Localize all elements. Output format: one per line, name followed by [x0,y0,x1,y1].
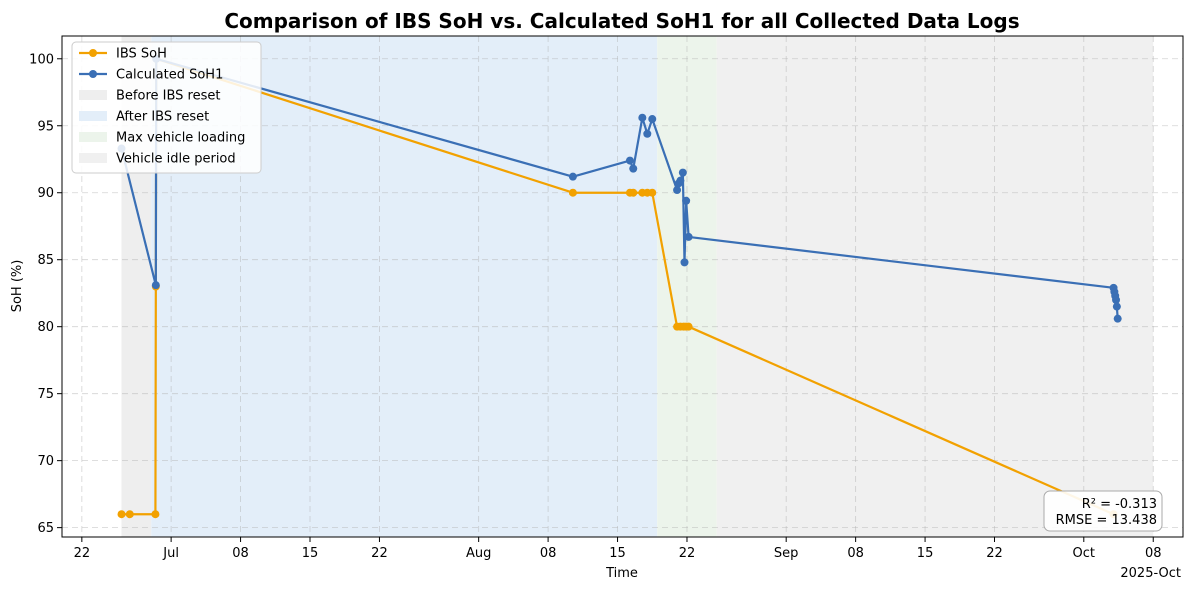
data-point [125,510,134,519]
data-point [568,172,577,181]
x-tick-label: 08 [847,546,864,561]
legend-label: Max vehicle loading [116,131,245,146]
region-3 [716,36,1154,537]
chart-title: Comparison of IBS SoH vs. Calculated SoH… [224,9,1019,33]
x-tick-label: 08 [1145,546,1162,561]
x-axis-ticks: 22 Jul 08 15 22 Aug 08 15 22 Sep 08 15 22 Oct 08 [74,537,1162,561]
x-offset-label: 2025-Oct [1120,566,1181,581]
data-point [684,322,693,331]
y-tick-label: 100 [29,52,54,67]
legend-swatch-2 [79,132,107,142]
stats-box: R² = -0.313 RMSE = 13.438 [1043,490,1163,532]
rmse-text: RMSE = 13.438 [1056,513,1157,528]
data-point [117,510,126,519]
legend-label: IBS SoH [116,47,167,62]
legend-swatch-1 [79,111,107,121]
stats-box-frame [1043,490,1163,532]
x-tick-label: 22 [679,546,696,561]
legend-label: Before IBS reset [116,89,220,104]
data-point [629,164,638,173]
data-point [568,188,577,197]
plot-frame [61,35,1184,538]
x-tick-label: 22 [74,546,91,561]
legend-swatch-3 [79,153,107,163]
data-point [151,510,160,519]
x-tick-label: 08 [540,546,557,561]
x-tick-label: Jul [162,546,179,561]
x-tick-label: Aug [466,546,491,561]
x-tick-label: 08 [232,546,249,561]
data-point [648,188,657,197]
x-tick-label: 22 [986,546,1003,561]
legend-label: Calculated SoH1 [116,68,223,83]
r-squared-text: R² = -0.313 [1082,497,1157,512]
x-tick-label: 15 [609,546,626,561]
legend-marker-1 [89,70,97,78]
data-point [1113,314,1122,323]
y-tick-label: 70 [37,454,54,469]
y-tick-label: 75 [37,387,54,402]
legend-label: Vehicle idle period [116,152,236,167]
grid-lines [62,36,1183,537]
y-axis-label: SoH (%) [10,260,25,313]
y-tick-label: 95 [37,119,54,134]
data-point [1112,302,1121,311]
legend: IBS SoH Calculated SoH1 Before IBS reset Af… [71,41,262,174]
data-point [629,188,638,197]
data-point [625,156,634,165]
x-tick-label: Sep [774,546,799,561]
data-point [682,196,691,205]
legend-marker-0 [89,49,97,57]
data-point [1112,295,1121,304]
data-series [117,54,1122,519]
data-point [638,113,647,122]
y-axis-ticks: 65 70 75 80 85 90 95 100 [29,52,62,536]
data-point [643,129,652,138]
y-tick-label: 85 [37,253,54,268]
legend-frame [71,41,262,174]
legend-label: After IBS reset [116,110,209,125]
x-tick-label: 22 [371,546,388,561]
data-point [673,186,682,195]
x-tick-label: 15 [302,546,319,561]
data-point [648,115,657,124]
y-tick-label: 65 [37,521,54,536]
data-point [678,168,687,177]
data-point [684,232,693,241]
shaded-regions [121,36,1154,537]
data-point [680,258,689,267]
x-axis-label: Time [605,566,638,581]
y-tick-label: 80 [37,320,54,335]
x-tick-label: 15 [917,546,934,561]
legend-swatch-0 [79,90,107,100]
y-tick-label: 90 [37,186,54,201]
x-tick-label: Oct [1073,546,1095,561]
data-point [151,281,160,290]
data-point [676,176,685,185]
